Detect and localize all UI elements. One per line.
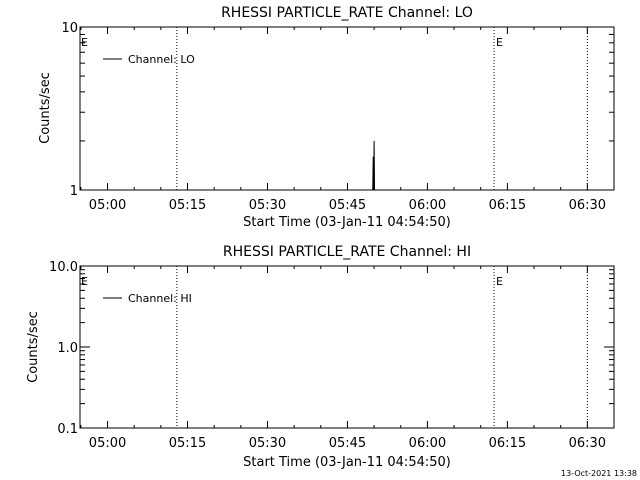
panel-hi-ytick-label: 0.1 <box>57 422 78 437</box>
panel-hi-xtick-label: 06:30 <box>569 436 606 451</box>
panel-lo-xtick-label: 06:00 <box>409 198 446 213</box>
panel-lo-title: RHESSI PARTICLE_RATE Channel: LO <box>221 5 473 21</box>
panel-lo-legend-label: Channel: LO <box>128 53 195 66</box>
panel-hi-xlabel: Start Time (03-Jan-11 04:54:50) <box>243 455 451 470</box>
panel-hi-plot-layer: 05:00 05:15 05:30 05:45 06:00 06:15 06:30 0.1 1.… <box>49 260 615 451</box>
panel-hi-event-label: E <box>496 275 503 288</box>
panel-hi-edge-label: E <box>81 275 88 288</box>
panel-lo: RHESSI PARTICLE_RATE Channel: LO 05:00 05… <box>38 5 615 230</box>
panel-hi-xtick-label: 05:45 <box>329 436 366 451</box>
panel-lo-xtick-label: 06:30 <box>569 198 606 213</box>
panel-hi-xtick-label: 06:00 <box>409 436 446 451</box>
panel-lo-ytick-label: 10 <box>61 21 78 36</box>
panel-hi-title: RHESSI PARTICLE_RATE Channel: HI <box>223 244 471 260</box>
panel-hi-xtick-label: 06:15 <box>489 436 526 451</box>
panel-lo-xtick-label: 06:15 <box>489 198 526 213</box>
panel-lo-xlabel: Start Time (03-Jan-11 04:54:50) <box>243 215 451 230</box>
panel-lo-xtick-label: 05:15 <box>169 198 206 213</box>
panel-hi-legend-label: Channel: HI <box>128 292 192 305</box>
panel-hi-xtick-label: 05:15 <box>169 436 206 451</box>
panel-hi-ytick-label: 1.0 <box>57 341 78 356</box>
panel-lo-xtick-label: 05:30 <box>249 198 286 213</box>
panel-lo-ylabel: Counts/sec <box>38 72 53 144</box>
panel-lo-event-label: E <box>496 36 503 49</box>
panel-lo-edge-label: E <box>81 36 88 49</box>
timestamp: 13-Oct-2021 13:38 <box>561 469 637 478</box>
panel-lo-xtick-label: 05:45 <box>329 198 366 213</box>
panel-lo-ytick-label: 1 <box>70 184 78 199</box>
panel-hi-xtick-label: 05:00 <box>89 436 126 451</box>
panel-hi-ylabel: Counts/sec <box>26 311 41 383</box>
panel-lo-xtick-label: 05:00 <box>89 198 126 213</box>
panel-lo-series-line <box>372 140 376 191</box>
panel-hi: RHESSI PARTICLE_RATE Channel: HI 05:00 05… <box>26 244 615 470</box>
panel-hi-ytick-label: 10.0 <box>49 260 78 275</box>
panel-hi-xtick-label: 05:30 <box>249 436 286 451</box>
